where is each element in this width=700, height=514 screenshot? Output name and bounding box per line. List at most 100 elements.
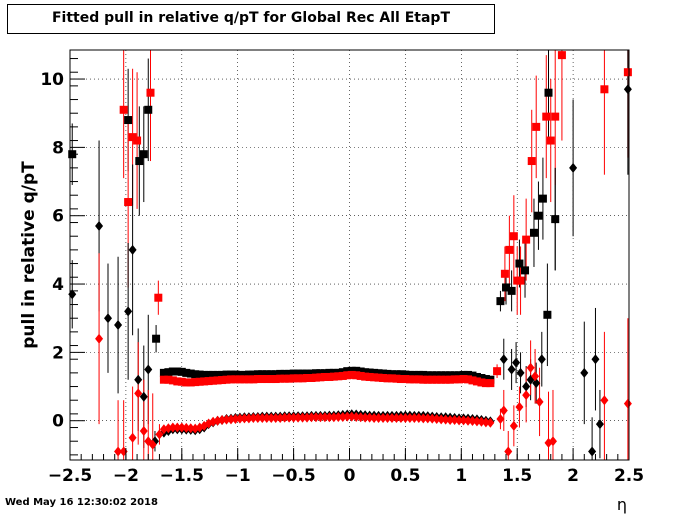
y-tick-label: 6 <box>52 207 64 227</box>
data-point-square <box>262 375 271 384</box>
data-point-diamond <box>551 214 560 225</box>
data-point-square <box>280 369 289 378</box>
data-point-diamond <box>387 412 396 423</box>
data-point-square <box>240 370 249 379</box>
data-point-diamond <box>128 244 137 255</box>
data-point-square <box>316 369 325 378</box>
data-point-diamond <box>173 422 182 433</box>
data-point-diamond <box>531 371 540 382</box>
data-point-diamond <box>356 412 365 423</box>
data-point-square <box>164 375 173 384</box>
data-point-diamond <box>244 413 253 424</box>
data-point-square <box>432 371 441 380</box>
data-point-diamond <box>177 422 186 433</box>
data-point-square <box>472 372 481 381</box>
data-point-diamond <box>509 420 518 431</box>
data-point-square <box>320 372 329 381</box>
data-point-square <box>502 283 511 292</box>
data-point-square <box>168 367 177 376</box>
data-point-square <box>387 370 396 379</box>
data-point-diamond <box>329 412 338 423</box>
data-point-square <box>428 371 437 380</box>
data-point-square <box>213 376 222 385</box>
data-point-square <box>294 369 303 378</box>
data-point-square <box>401 375 410 384</box>
data-point-diamond <box>128 432 137 443</box>
data-point-diamond <box>280 412 289 423</box>
data-point-square <box>164 368 173 377</box>
data-point-square <box>200 377 209 386</box>
data-point-square <box>303 369 312 378</box>
x-tick-label: −1 <box>225 466 251 486</box>
data-point-diamond <box>374 412 383 423</box>
data-point-square <box>477 374 486 382</box>
data-point-square <box>432 375 441 384</box>
data-point-square <box>419 370 428 379</box>
data-point-square <box>464 375 473 384</box>
data-point-diamond <box>249 412 258 423</box>
data-point-square <box>370 368 379 377</box>
data-point-square <box>177 367 186 376</box>
data-point-square <box>154 293 163 302</box>
data-point-square <box>468 376 477 385</box>
data-point-diamond <box>222 414 231 425</box>
data-point-square <box>374 373 383 382</box>
data-point-diamond <box>298 412 307 423</box>
data-point-diamond <box>515 402 524 413</box>
data-point-diamond <box>271 412 280 423</box>
data-point-square <box>271 375 280 384</box>
chart-title-box: Fitted pull in relative q/pT for Global … <box>7 4 495 34</box>
data-point-square <box>222 375 231 384</box>
data-point-square <box>387 374 396 383</box>
data-point-square <box>379 374 388 382</box>
data-point-diamond <box>307 412 316 423</box>
data-point-diamond <box>289 412 298 423</box>
data-point-square <box>244 370 253 379</box>
data-point-square <box>441 375 450 384</box>
y-tick-label: 4 <box>52 275 64 295</box>
data-point-diamond <box>499 354 508 365</box>
data-point-square <box>486 379 495 388</box>
data-point-square <box>347 366 356 375</box>
data-point-square <box>204 377 213 386</box>
data-point-square <box>316 373 325 382</box>
data-point-diamond <box>432 414 441 424</box>
data-point-diamond <box>134 374 143 385</box>
data-point-diamond <box>532 378 541 389</box>
data-point-square <box>209 370 218 379</box>
data-point-diamond <box>124 306 133 317</box>
data-point-square <box>405 370 414 379</box>
data-point-square <box>191 378 200 387</box>
axis-ticks: −2.5 −2 −1.5 −1 −0.5 0 0.5 1 1.5 2 2.5 0 2 4 6 8 10 <box>40 58 644 486</box>
data-point-diamond <box>235 413 244 424</box>
x-axis-label: η <box>617 495 627 514</box>
data-point-square <box>231 370 240 379</box>
data-point-diamond <box>316 412 325 423</box>
data-point-square <box>396 370 405 379</box>
data-point-diamond <box>405 412 414 423</box>
data-point-square <box>450 375 459 384</box>
y-tick-label: 10 <box>40 70 64 90</box>
data-point-square <box>423 375 432 384</box>
data-point-square <box>173 377 182 386</box>
data-point-diamond <box>370 412 379 423</box>
data-point-diamond <box>343 411 352 422</box>
data-point-square <box>186 378 195 387</box>
data-point-square <box>213 370 222 379</box>
data-point-square <box>159 375 168 384</box>
data-point-diamond <box>580 367 589 378</box>
data-point-square <box>285 374 294 383</box>
grid-lines <box>70 50 629 460</box>
data-point-square <box>546 136 555 145</box>
data-point-diamond <box>182 422 191 433</box>
data-point-diamond <box>522 390 531 401</box>
data-point-square <box>455 371 464 380</box>
data-point-diamond <box>595 419 604 430</box>
data-markers <box>68 51 632 457</box>
data-point-square <box>481 379 490 388</box>
data-point-square <box>173 367 182 376</box>
data-point-square <box>186 369 195 378</box>
data-point-diamond <box>95 220 104 231</box>
x-tick-label: 1 <box>455 466 467 486</box>
